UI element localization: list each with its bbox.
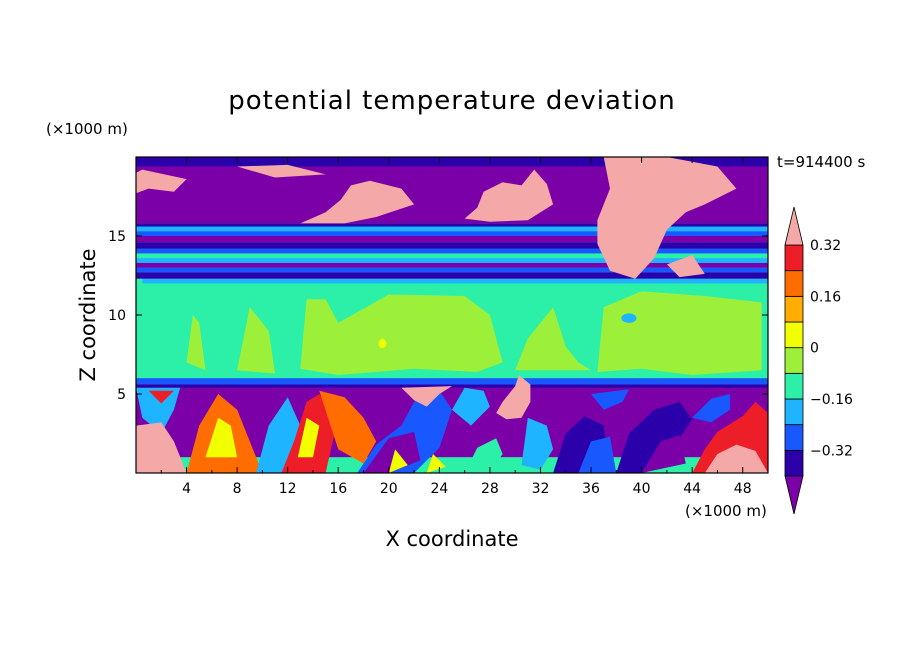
- field-shape: [205, 417, 238, 458]
- colorbar-swatch: [784, 270, 804, 297]
- field-shape: [692, 394, 731, 423]
- colorbar-tick-label: 0.16: [810, 289, 841, 305]
- x-tick-label: 16: [329, 481, 347, 497]
- field-shape: [616, 401, 693, 473]
- colorbar: 0.32 0.16 0 −0.16 −0.32: [784, 206, 853, 515]
- colorbar-swatch: [784, 295, 804, 323]
- x-tick-label: 4: [182, 481, 191, 497]
- colorbar-swatch: [784, 449, 804, 477]
- field-shape: [578, 436, 617, 473]
- warm-plume: [597, 157, 737, 279]
- colorbar-top-arrow: [784, 206, 804, 246]
- x-tick-label: 24: [430, 481, 448, 497]
- warm-eddy: [136, 422, 187, 473]
- x-tick-label: 48: [734, 481, 752, 497]
- field-shape: [237, 307, 275, 374]
- stripe: [136, 242, 768, 249]
- warm-eddy: [401, 386, 452, 407]
- colorbar-tick-label: 0: [810, 341, 819, 357]
- y-tick-label: 5: [117, 387, 126, 403]
- field-shape: [300, 294, 503, 375]
- top-band: [136, 157, 768, 167]
- y-ticks: 5 10 15: [108, 229, 768, 403]
- x-tick-label: 36: [582, 481, 600, 497]
- field-shape: [297, 417, 320, 458]
- field-blob: [378, 338, 387, 349]
- plot-area: [136, 157, 768, 473]
- field-blob: [621, 313, 637, 323]
- x-axis-label-text: X coordinate: [385, 527, 519, 551]
- x-ticks: 4 8 12 16 20 24 28 32 36 40 44 48: [160, 157, 752, 497]
- y-axis-unit: (×1000 m): [46, 120, 128, 138]
- x-tick-label: 20: [380, 481, 398, 497]
- stripe: [136, 248, 768, 254]
- stripe: [136, 267, 768, 273]
- field-shape: [597, 291, 762, 375]
- warm-eddy: [496, 375, 531, 420]
- warm-blob: [666, 255, 705, 278]
- colorbar-swatch: [784, 347, 804, 374]
- stripe: [136, 231, 768, 236]
- colorbar-swatch: [784, 244, 804, 272]
- warm-eddy: [704, 444, 768, 473]
- x-tick-label: 32: [532, 481, 550, 497]
- field-shape: [591, 389, 629, 410]
- colorbar-swatch: [784, 372, 804, 400]
- stripe: [136, 226, 768, 232]
- field-shape: [426, 454, 446, 473]
- field-shape: [186, 315, 206, 371]
- colorbar-tick-label: −0.32: [810, 443, 853, 459]
- field-shape: [363, 431, 421, 473]
- stripe: [136, 258, 768, 263]
- colorbar-swatch: [784, 424, 804, 451]
- x-tick-label: 40: [633, 481, 651, 497]
- warm-blob: [300, 180, 415, 224]
- field-shape: [540, 401, 566, 421]
- field-shape: [515, 307, 591, 371]
- warm-blob: [464, 169, 554, 222]
- colorbar-swatch: [784, 398, 804, 426]
- x-tick-label: 12: [279, 481, 297, 497]
- field-shape: [464, 438, 503, 473]
- stripe: [136, 253, 768, 259]
- x-tick-label: 28: [481, 481, 499, 497]
- colorbar-tick-label: 0.32: [810, 238, 841, 254]
- field-shape: [452, 387, 490, 426]
- stripe: [136, 223, 768, 227]
- field-shape: [388, 449, 408, 473]
- colorbar-swatch: [784, 321, 804, 349]
- field-shape: [521, 417, 554, 470]
- field-shape: [136, 387, 181, 434]
- field-shape: [641, 435, 686, 473]
- time-label: t=914400 s: [777, 153, 866, 171]
- y-tick-label: 15: [108, 229, 126, 245]
- warm-blob: [136, 169, 187, 194]
- band: [136, 378, 768, 385]
- colorbar-tick-label: −0.16: [810, 392, 853, 408]
- field-shape: [319, 390, 377, 464]
- x-axis-label: X coordinate: [0, 527, 904, 551]
- chart-title: potential temperature deviation: [228, 86, 676, 116]
- stripe: [136, 236, 768, 243]
- band: [142, 278, 768, 284]
- warm-blob: [237, 164, 326, 178]
- band: [136, 384, 768, 388]
- stripe: [136, 262, 768, 268]
- x-tick-label: 8: [233, 481, 242, 497]
- y-tick-label: 10: [108, 308, 126, 324]
- field-shape: [148, 390, 174, 404]
- x-axis-unit: (×1000 m): [685, 502, 767, 520]
- stripe: [136, 272, 768, 279]
- colorbar-bottom-arrow: [784, 475, 804, 515]
- x-tick-label: 44: [683, 481, 701, 497]
